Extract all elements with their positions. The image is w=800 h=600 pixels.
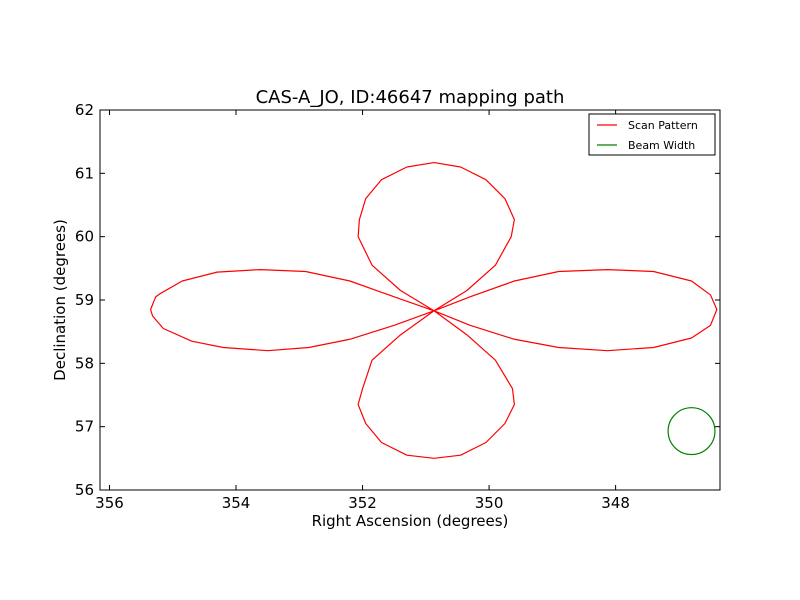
scan-pattern-line [150,161,718,459]
legend-box [588,113,716,156]
y-tick-label: 57 [75,418,94,436]
x-tick-label: 356 [95,494,124,512]
x-tick-label: 348 [601,494,630,512]
y-tick-label: 58 [75,354,94,372]
y-tick-label: 61 [75,164,94,182]
series-layer [150,161,718,459]
y-axis-label: Declination (degrees) [51,219,69,381]
y-tick-label: 60 [75,228,94,246]
tick-layer [100,109,720,491]
x-tick-labels: 356 354 352 350 348 [95,494,630,512]
legend: Scan Pattern Beam Width [588,113,716,156]
x-tick-label: 350 [475,494,504,512]
plot-frame [99,109,721,491]
y-tick-label: 62 [75,101,94,119]
x-tick-label: 354 [222,494,251,512]
chart-title: CAS-A_JO, ID:46647 mapping path [256,87,565,108]
x-axis-label: Right Ascension (degrees) [312,512,509,530]
beam-width-circle [667,407,716,456]
y-tick-label: 59 [75,291,94,309]
legend-label-beam-width: Beam Width [628,139,695,152]
y-tick-labels: 56 57 58 59 60 61 62 [75,101,94,499]
plot-area [99,109,721,491]
x-tick-label: 352 [348,494,377,512]
legend-label-scan-pattern: Scan Pattern [628,119,698,132]
y-tick-label: 56 [75,481,94,499]
